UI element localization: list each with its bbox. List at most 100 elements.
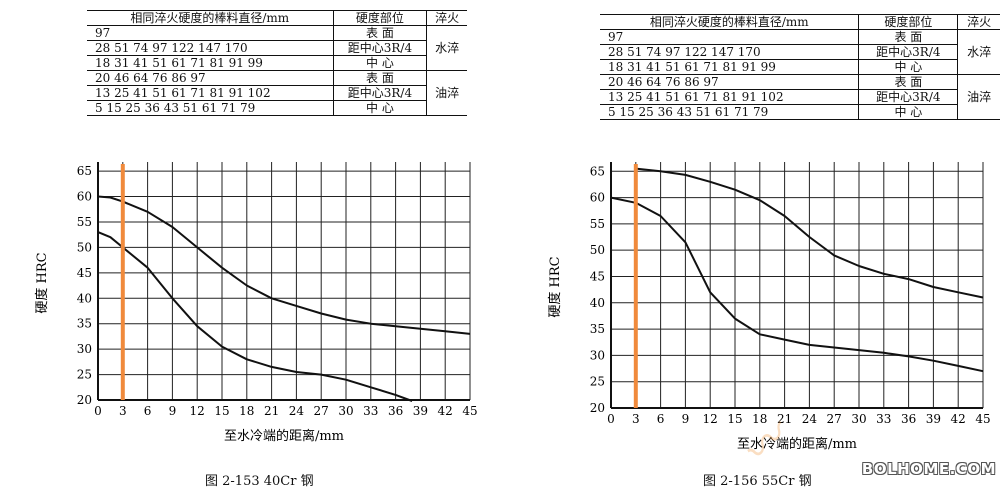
x-tick-label: 0: [94, 404, 102, 418]
table-row: 20 46 64 76 86 97 表 面 油淬: [600, 74, 1000, 120]
table-header-position: 硬度部位: [333, 10, 428, 26]
x-tick-label: 42: [438, 404, 453, 418]
y-tick-label: 55: [77, 215, 92, 229]
y-tick-label: 30: [590, 348, 605, 362]
x-tick-label: 27: [827, 412, 842, 426]
table-row: 5 15 25 36 43 51 61 71 79 中 心: [87, 100, 467, 116]
figure-caption: 图 2-153 40Cr 钢: [205, 474, 314, 489]
x-tick-label: 12: [190, 404, 205, 418]
table-cell-quench: 油淬: [957, 74, 1000, 120]
table-header-diameter: 相同淬火硬度的棒料直径/mm: [600, 14, 860, 30]
x-tick-label: 30: [338, 404, 353, 418]
table-cell-diameters: 28 51 74 97 122 147 170: [87, 40, 334, 56]
table-header-quench: 淬火: [957, 14, 1000, 30]
table-cell-diameters: 28 51 74 97 122 147 170: [600, 44, 860, 60]
x-tick-label: 0: [607, 412, 615, 426]
table-cell-position: 中 心: [858, 104, 959, 120]
table-cell-quench: 水淬: [426, 25, 467, 71]
x-tick-label: 39: [413, 404, 428, 418]
table-cell-position: 中 心: [333, 100, 428, 116]
figure-caption: 图 2-156 55Cr 钢: [703, 474, 812, 489]
table-row: 28 51 74 97 122 147 170 距中心3R/4: [87, 40, 467, 56]
x-tick-label: 27: [314, 404, 329, 418]
y-axis-label: 硬度 HRC: [34, 252, 50, 313]
table-header-diameter: 相同淬火硬度的棒料直径/mm: [87, 10, 334, 26]
table-cell-diameters: 97: [87, 25, 334, 41]
series-line: [635, 167, 984, 299]
table-cell-diameters: 18 31 41 51 61 71 81 91 99: [600, 59, 860, 75]
table-row: 18 31 41 51 61 71 81 91 99 中 心: [87, 55, 467, 71]
y-tick-label: 40: [77, 291, 92, 305]
x-tick-label: 45: [975, 412, 990, 426]
table-cell-position: 距中心3R/4: [333, 85, 428, 101]
y-tick-label: 20: [590, 401, 605, 415]
table-row: 13 25 41 51 61 71 81 91 102 距中心3R/4: [600, 89, 1000, 105]
x-tick-label: 42: [951, 412, 966, 426]
table-cell-position: 表 面: [858, 74, 959, 90]
x-tick-label: 9: [682, 412, 690, 426]
table-row: 20 46 64 76 86 97 表 面 油淬: [87, 70, 467, 116]
table-cell-position: 距中心3R/4: [858, 89, 959, 105]
y-tick-label: 60: [77, 190, 92, 204]
table-row: 5 15 25 36 43 51 61 71 79 中 心: [600, 104, 1000, 120]
table-row: 97 表 面 水淬: [600, 29, 1000, 75]
x-axis-label: 至水冷端的距离/mm: [737, 436, 857, 452]
y-tick-label: 45: [590, 269, 605, 283]
x-tick-label: 21: [264, 404, 279, 418]
table-cell-position: 中 心: [333, 55, 428, 71]
table-cell-diameters: 20 46 64 76 86 97: [87, 70, 334, 86]
table-cell-position: 距中心3R/4: [858, 44, 959, 60]
x-tick-label: 12: [703, 412, 718, 426]
y-tick-label: 25: [590, 375, 605, 389]
watermark-site-text: BOLHOME.COM: [861, 460, 996, 478]
x-tick-label: 36: [388, 404, 403, 418]
table-cell-position: 表 面: [858, 29, 959, 45]
table-cell-quench: 油淬: [426, 70, 467, 116]
table-cell-diameters: 20 46 64 76 86 97: [600, 74, 860, 90]
table-header-quench: 淬火: [426, 10, 467, 26]
table-cell-position: 距中心3R/4: [333, 40, 428, 56]
y-tick-label: 45: [77, 266, 92, 280]
table-cell-quench: 水淬: [957, 29, 1000, 75]
table-cell-diameters: 13 25 41 51 61 71 81 91 102: [600, 89, 860, 105]
table-cell-diameters: 18 31 41 51 61 71 81 91 99: [87, 55, 334, 71]
y-tick-label: 35: [77, 317, 92, 331]
y-tick-label: 55: [590, 217, 605, 231]
x-tick-label: 6: [657, 412, 665, 426]
y-tick-label: 35: [590, 322, 605, 336]
table-cell-position: 表 面: [333, 70, 428, 86]
x-tick-label: 9: [169, 404, 177, 418]
x-axis-label: 至水冷端的距离/mm: [224, 428, 344, 444]
series-line: [610, 196, 984, 373]
table-cell-diameters: 5 15 25 36 43 51 61 71 79: [87, 100, 334, 116]
x-tick-label: 3: [632, 412, 640, 426]
table-row: 97 表 面 水淬: [87, 25, 467, 71]
x-tick-label: 45: [462, 404, 477, 418]
y-tick-label: 65: [590, 164, 605, 178]
x-tick-label: 33: [876, 412, 891, 426]
x-tick-label: 24: [802, 412, 818, 426]
x-tick-label: 18: [752, 412, 767, 426]
x-tick-label: 6: [144, 404, 152, 418]
x-tick-label: 15: [727, 412, 742, 426]
x-tick-label: 21: [777, 412, 792, 426]
table-cell-diameters: 5 15 25 36 43 51 61 71 79: [600, 104, 860, 120]
x-tick-label: 15: [214, 404, 229, 418]
equivalent-diameter-table: 相同淬火硬度的棒料直径/mm 硬度部位 淬火 97 表 面 水淬 28 51 7…: [600, 14, 1000, 120]
y-tick-label: 30: [77, 342, 92, 356]
x-tick-label: 39: [926, 412, 941, 426]
table-cell-diameters: 13 25 41 51 61 71 81 91 102: [87, 85, 334, 101]
chart-panel-55cr: 相同淬火硬度的棒料直径/mm 硬度部位 淬火 97 表 面 水淬 28 51 7…: [503, 0, 1006, 496]
y-tick-label: 40: [590, 296, 605, 310]
series-line: [97, 195, 471, 335]
series-line: [97, 231, 413, 402]
y-tick-label: 25: [77, 368, 92, 382]
table-cell-diameters: 97: [600, 29, 860, 45]
table-header-position: 硬度部位: [858, 14, 959, 30]
y-tick-label: 20: [77, 393, 92, 407]
x-tick-label: 30: [851, 412, 866, 426]
y-tick-label: 60: [590, 191, 605, 205]
x-tick-label: 36: [901, 412, 916, 426]
